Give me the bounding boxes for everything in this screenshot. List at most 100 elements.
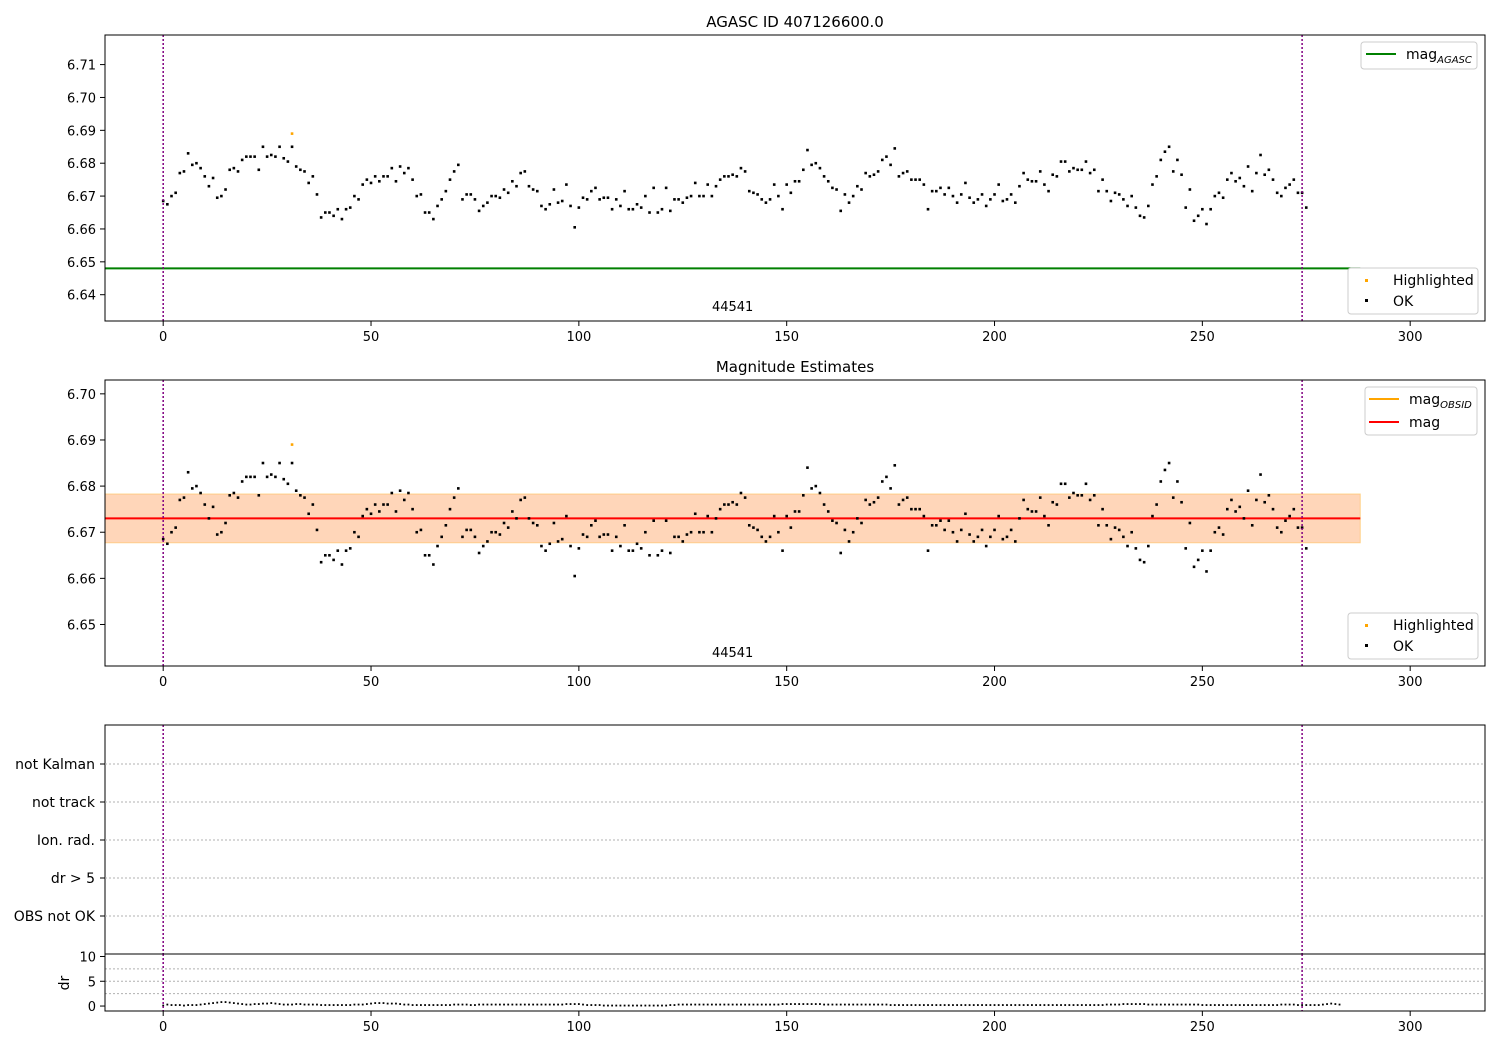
x-tick-label: 50 [363,1020,380,1035]
data-point-ok [835,521,838,525]
data-point-ok [332,558,335,562]
data-point-ok [290,145,294,149]
dr-data-point [1097,1004,1100,1006]
data-point-ok [328,553,331,557]
dr-data-point [686,1003,688,1006]
dr-data-point [619,1004,622,1007]
data-point-ok [552,521,556,525]
dr-data-point [631,1004,634,1007]
data-point-ok [1209,549,1212,552]
data-point-ok [860,521,863,525]
data-point-ok [1072,166,1075,170]
dr-data-point [607,1004,609,1007]
dr-data-point [1317,1004,1320,1006]
data-point-ok [1009,528,1013,532]
data-point-ok [340,217,344,221]
dr-data-point [212,1002,214,1004]
dr-data-point [636,1004,638,1007]
data-point-ok [802,494,805,497]
dr-data-point [1035,1004,1037,1006]
dr-data-point [428,1004,431,1006]
dr-data-point [1122,1003,1125,1005]
dr-data-point [893,1004,896,1006]
dr-data-point [1251,1004,1254,1006]
data-point-ok [506,526,510,529]
data-point-ok [190,487,194,490]
data-point-ok [885,155,888,158]
data-point-ok [656,553,660,557]
dr-data-point [1234,1004,1237,1006]
data-point-ok [964,181,967,185]
data-point-ok [282,477,286,481]
data-point-ok [245,155,248,158]
data-point-ok [943,193,946,196]
data-point-ok [847,540,851,543]
agasc-point-legend-box [1347,267,1479,315]
data-point-ok [361,514,365,518]
data-point-ok [797,179,801,183]
data-point-ok [976,535,980,539]
dr-data-point [1230,1004,1233,1006]
data-point-ok [303,170,306,173]
data-point-ok [814,484,818,488]
data-point-ok [457,163,460,167]
data-point-ok [299,494,302,497]
data-point-ok [190,163,194,167]
data-point-ok [548,202,552,206]
data-point-ok [1109,537,1113,541]
dr-data-point [756,1003,759,1006]
magnitude-estimates-obsid-annotation: 44541 [712,646,753,661]
data-point-ok [976,198,980,201]
data-point-ok [1088,498,1092,502]
dr-data-point [956,1004,959,1006]
dr-data-point [465,1003,468,1006]
data-point-ok [1267,168,1271,172]
legend-label-mag-obsid: magOBSID [1409,392,1472,411]
data-point-ok [831,519,834,522]
data-point-ok [1026,507,1030,511]
data-point-ok [739,491,743,495]
data-point-ok [918,178,921,181]
y-tick-label: 6.64 [67,289,96,304]
dr-data-point [702,1003,705,1006]
data-point-ok [1080,494,1084,497]
x-tick-label: 50 [363,330,380,345]
dr-data-point [577,1003,580,1005]
dr-data-point [1309,1004,1312,1006]
data-point-ok [531,521,535,525]
data-point-ok [170,194,173,198]
dr-data-point [490,1003,493,1006]
x-tick-label: 200 [982,330,1007,345]
data-point-ok [947,519,951,522]
data-point-ok [477,209,481,213]
data-point-ok [398,489,402,493]
data-point-ok [523,170,527,173]
data-point-ok [436,544,439,548]
data-point-ok [989,535,992,539]
magnitude-estimates-point-legend: Highlighted OK [1347,612,1479,660]
dr-data-point [511,1003,514,1006]
data-point-ok [1259,153,1262,157]
dr-data-point [1180,1003,1183,1006]
dr-data-point [794,1003,796,1005]
dr-data-point [444,1004,447,1006]
x-tick-label: 300 [1398,675,1423,690]
data-point-ok [1072,491,1075,495]
data-point-ok [465,193,468,196]
data-point-ok [673,198,676,201]
data-point-ok [1188,188,1192,191]
x-tick-label: 200 [982,675,1007,690]
agasc-axes-frame [104,34,1486,322]
data-point-ok [789,526,793,529]
data-point-ok [856,184,859,188]
data-point-ok [365,178,369,181]
data-point-ok [972,540,976,543]
data-point-ok [1068,170,1071,173]
data-point-ok [1018,517,1021,520]
data-point-ok [905,496,909,499]
data-point-ok [282,156,286,160]
data-point-ok [402,171,406,175]
dr-data-point [723,1003,726,1006]
data-point-ok [731,500,734,504]
data-point-ok [1055,175,1059,178]
